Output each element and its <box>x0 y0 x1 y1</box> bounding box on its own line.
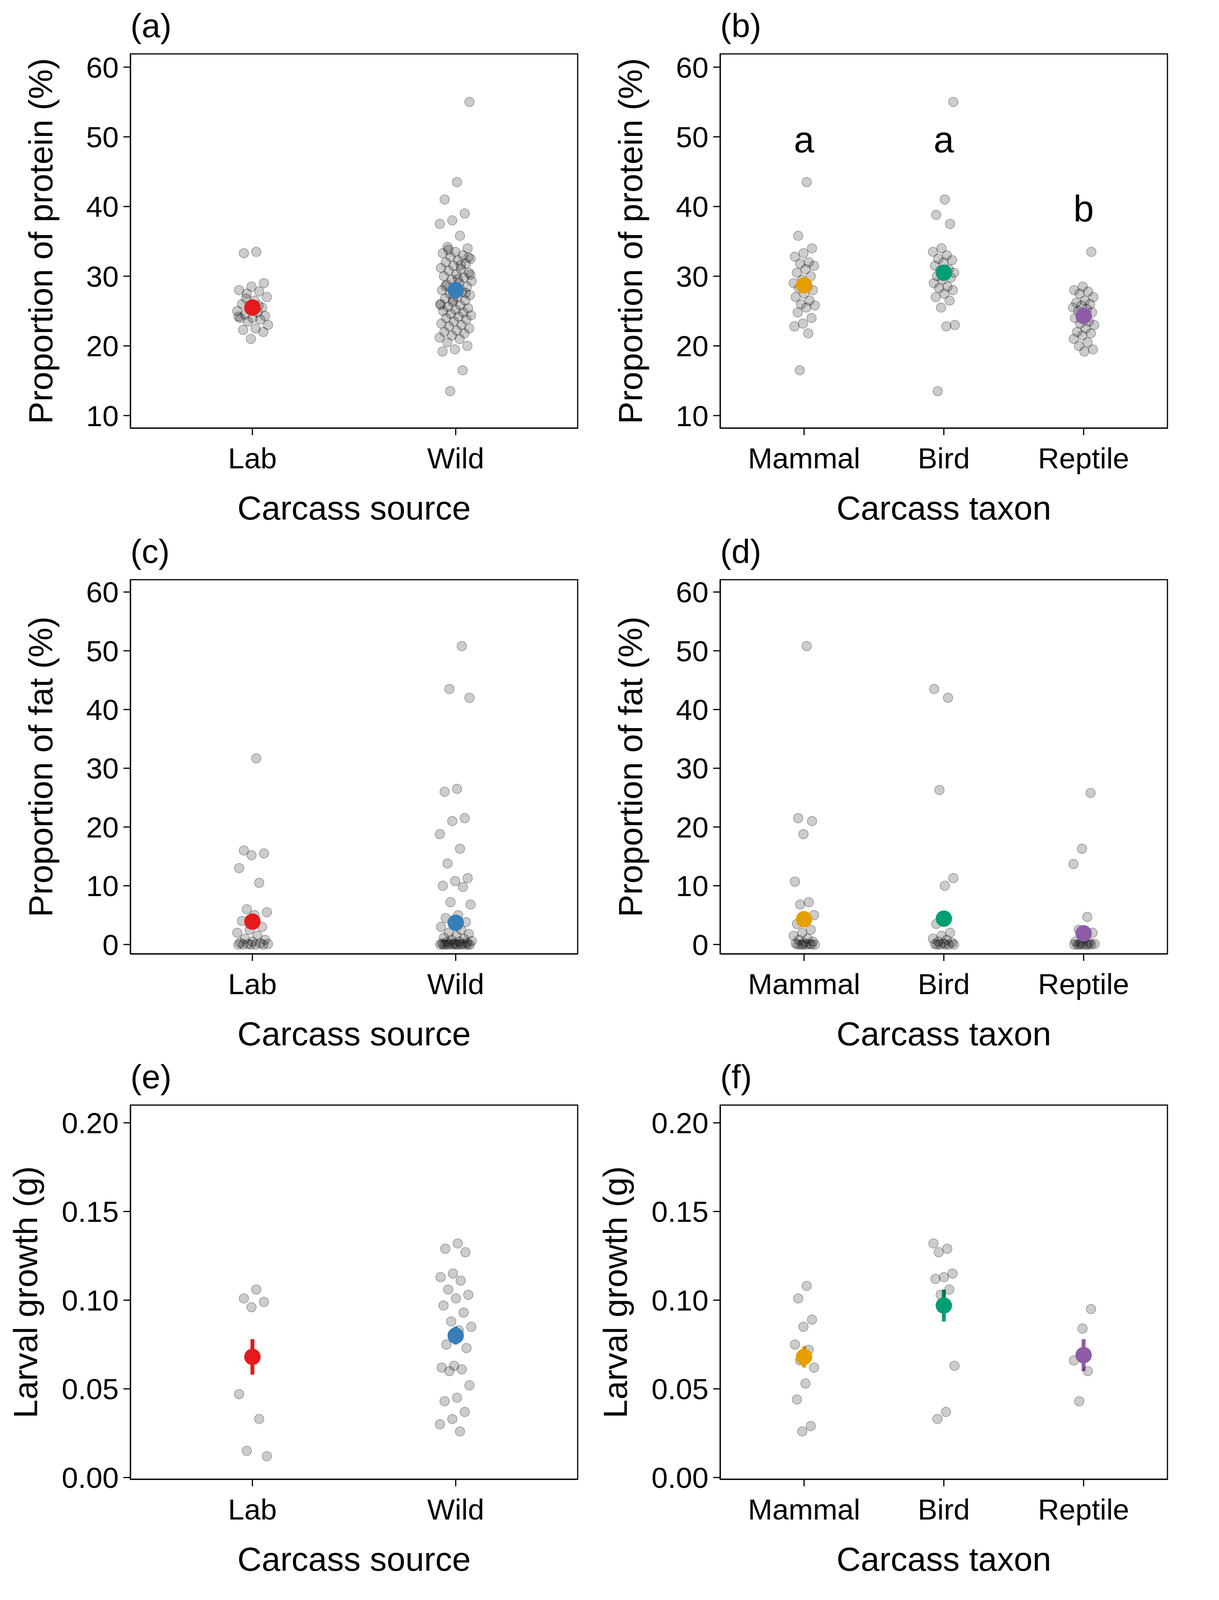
svg-text:20: 20 <box>86 810 119 844</box>
html-text:Carcass taxon: Carcass taxon <box>836 1540 1052 1578</box>
svg-text:50: 50 <box>86 634 119 668</box>
html-text:Larval growth (g): Larval growth (g) <box>596 1166 634 1419</box>
svg-text:Lab: Lab <box>228 441 277 475</box>
svg-text:0: 0 <box>692 928 709 962</box>
svg-text:0: 0 <box>102 928 119 962</box>
svg-text:Wild: Wild <box>427 967 485 1001</box>
svg-text:0.05: 0.05 <box>61 1372 119 1406</box>
svg-text:20: 20 <box>86 329 119 363</box>
svg-text:Wild: Wild <box>427 441 485 475</box>
html-text:Carcass taxon: Carcass taxon <box>836 1014 1052 1053</box>
svg-text:40: 40 <box>676 693 709 727</box>
svg-text:0.15: 0.15 <box>651 1195 709 1228</box>
svg-text:0.00: 0.00 <box>651 1461 709 1494</box>
svg-text:Mammal: Mammal <box>747 441 861 475</box>
svg-text:40: 40 <box>86 190 119 224</box>
html-text:(c): (c) <box>130 532 170 570</box>
svg-text:10: 10 <box>86 869 119 903</box>
svg-text:60: 60 <box>676 51 709 84</box>
html-text:Proportion of protein (%): Proportion of protein (%) <box>21 58 60 424</box>
svg-text:10: 10 <box>86 399 119 433</box>
svg-text:Wild: Wild <box>427 1492 485 1526</box>
svg-text:10: 10 <box>676 869 709 903</box>
svg-text:0.10: 0.10 <box>61 1283 119 1317</box>
svg-text:a: a <box>794 119 815 161</box>
html-text:Carcass source: Carcass source <box>237 1540 471 1578</box>
svg-text:0.20: 0.20 <box>651 1106 709 1140</box>
svg-text:0.10: 0.10 <box>651 1283 709 1317</box>
svg-text:50: 50 <box>676 634 709 668</box>
html-text:Proportion of protein (%): Proportion of protein (%) <box>611 58 650 424</box>
svg-text:b: b <box>1073 188 1094 230</box>
svg-text:Reptile: Reptile <box>1038 1492 1130 1526</box>
svg-text:50: 50 <box>86 120 119 154</box>
svg-text:30: 30 <box>676 751 709 785</box>
svg-text:Reptile: Reptile <box>1038 967 1130 1001</box>
svg-text:a: a <box>933 119 955 161</box>
svg-text:40: 40 <box>676 190 709 224</box>
svg-text:60: 60 <box>676 575 709 609</box>
html-text:(b): (b) <box>720 6 762 45</box>
svg-text:10: 10 <box>676 399 709 433</box>
svg-text:0.20: 0.20 <box>61 1106 119 1140</box>
svg-text:30: 30 <box>86 260 119 293</box>
html-text:(a): (a) <box>130 6 172 45</box>
svg-text:Lab: Lab <box>228 1492 277 1526</box>
html-text:(d): (d) <box>720 532 762 570</box>
html-text:Larval growth (g): Larval growth (g) <box>6 1166 45 1419</box>
html-text:Proportion of fat (%): Proportion of fat (%) <box>611 616 650 918</box>
svg-text:40: 40 <box>86 693 119 727</box>
svg-text:Reptile: Reptile <box>1038 441 1130 475</box>
svg-text:50: 50 <box>676 120 709 154</box>
svg-text:Lab: Lab <box>228 967 277 1001</box>
svg-text:Bird: Bird <box>917 967 970 1001</box>
html-text:Carcass source: Carcass source <box>237 489 471 527</box>
svg-text:Bird: Bird <box>917 1492 970 1526</box>
svg-text:0.05: 0.05 <box>651 1372 709 1406</box>
svg-text:Bird: Bird <box>917 441 970 475</box>
svg-text:0.15: 0.15 <box>61 1195 119 1228</box>
html-text:(e): (e) <box>130 1057 172 1096</box>
html-text:(f): (f) <box>720 1057 752 1096</box>
svg-text:0.00: 0.00 <box>61 1461 119 1494</box>
svg-text:60: 60 <box>86 51 119 84</box>
html-text:Proportion of fat (%): Proportion of fat (%) <box>21 616 60 918</box>
svg-text:60: 60 <box>86 575 119 609</box>
html-text:Carcass taxon: Carcass taxon <box>836 489 1052 527</box>
svg-text:20: 20 <box>676 810 709 844</box>
svg-text:30: 30 <box>676 260 709 293</box>
svg-text:Mammal: Mammal <box>747 1492 861 1526</box>
svg-text:30: 30 <box>86 751 119 785</box>
svg-text:Mammal: Mammal <box>747 967 861 1001</box>
html-text:Carcass source: Carcass source <box>237 1014 471 1053</box>
svg-text:20: 20 <box>676 329 709 363</box>
